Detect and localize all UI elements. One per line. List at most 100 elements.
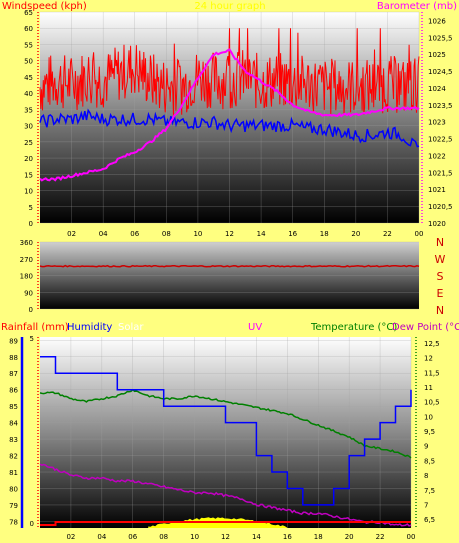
top-x-tick-label: 16 (288, 230, 297, 238)
top-left-tick-label: 30 (24, 123, 33, 131)
bottom-x-tick-label: 22 (376, 533, 385, 541)
temperature-tick-label: 11,5 (424, 369, 440, 377)
top-x-tick-label: 20 (351, 230, 360, 238)
rainfall-series-line (40, 521, 411, 526)
temperature-series-line (39, 388, 412, 459)
top-right-tick-label: 1020,5 (428, 203, 453, 211)
humidity-tick-label: 78 (9, 518, 18, 526)
compass-label: S (437, 270, 444, 283)
top-left-tick-label: 5 (29, 204, 33, 212)
top-x-tick-label: 02 (67, 230, 76, 238)
top-left-tick-label: 0 (29, 220, 33, 228)
humidity-tick-label: 88 (9, 354, 18, 362)
legend-dewpoint: Dew Point (°C) (392, 322, 459, 333)
temperature-tick-label: 8,5 (424, 457, 435, 465)
top-right-tick-label: 1022 (428, 152, 446, 160)
top-left-tick-label: 15 (24, 171, 33, 179)
humidity-tick-label: 80 (9, 485, 18, 493)
mid-series (39, 264, 420, 268)
legend-humidity: Humidity (67, 322, 112, 333)
top-x-tick-label: 00 (415, 230, 424, 238)
top-axes: 0510152025303540455055606510201020,51021… (24, 9, 452, 238)
wind-direction-series-line (39, 264, 420, 268)
top-left-tick-label: 60 (24, 25, 33, 33)
mid-left-tick-label: 0 (29, 306, 33, 314)
top-right-tick-label: 1024,5 (428, 68, 453, 76)
top-right-tick-label: 1024 (428, 85, 446, 93)
top-right-tick-label: 1023 (428, 119, 446, 127)
top-x-tick-label: 14 (257, 230, 266, 238)
humidity-tick-label: 87 (9, 370, 18, 378)
bottom-x-tick-label: 06 (128, 533, 137, 541)
top-left-tick-label: 50 (24, 58, 33, 66)
top-title-center: 24 hour graph (194, 1, 265, 12)
legend-temperature: Temperature (°C) (310, 322, 397, 333)
mid-left-tick-label: 270 (20, 256, 33, 264)
top-right-tick-label: 1021,5 (428, 169, 453, 177)
top-right-tick-label: 1025 (428, 51, 446, 59)
wind-average-series-line (39, 108, 420, 148)
temperature-tick-label: 8 (424, 472, 428, 480)
humidity-series-line (40, 356, 412, 506)
temperature-tick-label: 12,5 (424, 340, 440, 348)
bottom-x-tick-label: 02 (66, 533, 75, 541)
temperature-tick-label: 9 (424, 443, 428, 451)
humidity-tick-label: 85 (9, 403, 18, 411)
top-x-tick-label: 06 (130, 230, 139, 238)
compass-label: W (435, 253, 446, 266)
top-x-tick-label: 12 (225, 230, 234, 238)
top-series (39, 28, 420, 182)
top-x-tick-label: 08 (162, 230, 171, 238)
rain-tick-label: 5 (30, 335, 34, 343)
temperature-tick-label: 12 (424, 355, 433, 363)
mid-left-tick-label: 360 (20, 239, 33, 247)
temperature-tick-label: 11 (424, 384, 433, 392)
top-right-tick-label: 1022,5 (428, 136, 453, 144)
top-title-right: Barometer (mb) (377, 1, 457, 12)
bottom-grid (40, 337, 412, 528)
top-right-tick-label: 1021 (428, 186, 446, 194)
top-right-tick-label: 1020 (428, 220, 446, 228)
humidity-tick-label: 86 (9, 387, 18, 395)
temperature-tick-label: 7,5 (424, 487, 435, 495)
temperature-tick-label: 10 (424, 413, 433, 421)
mid-left-tick-label: 180 (20, 273, 33, 281)
top-left-tick-label: 25 (24, 139, 33, 147)
bottom-x-tick-label: 00 (407, 533, 416, 541)
mid-grid (40, 241, 419, 310)
humidity-tick-label: 82 (9, 453, 18, 461)
temperature-tick-label: 7 (424, 501, 428, 509)
legend-rainfall: Rainfall (mm) (1, 322, 69, 333)
temperature-tick-label: 9,5 (424, 428, 435, 436)
humidity-tick-label: 84 (9, 420, 18, 428)
mid-axes: 0 90 180 270 360 (20, 239, 39, 314)
top-right-tick-label: 1025,5 (428, 34, 453, 42)
mid-left-tick-label: 90 (24, 289, 33, 297)
bottom-x-tick-label: 04 (97, 533, 106, 541)
top-left-tick-label: 45 (24, 74, 33, 82)
legend-solar: Solar (118, 322, 144, 333)
top-left-tick-label: 35 (24, 106, 33, 114)
top-left-tick-label: 20 (24, 155, 33, 163)
top-left-tick-label: 40 (24, 90, 33, 98)
bottom-x-tick-label: 12 (221, 533, 230, 541)
top-left-tick-label: 55 (24, 41, 33, 49)
humidity-tick-label: 89 (9, 337, 18, 345)
top-x-tick-label: 10 (193, 230, 202, 238)
bottom-x-tick-label: 14 (252, 533, 261, 541)
bottom-series (39, 356, 412, 528)
temperature-tick-label: 10,5 (424, 399, 440, 407)
barometer-series-line (39, 48, 420, 182)
top-x-tick-label: 04 (99, 230, 108, 238)
top-right-tick-label: 1026 (428, 17, 446, 25)
top-left-tick-label: 10 (24, 188, 33, 196)
humidity-tick-label: 79 (9, 502, 18, 510)
legend-uv: UV (248, 322, 262, 333)
bottom-x-tick-label: 08 (159, 533, 168, 541)
rain-tick-label: 0 (30, 520, 34, 528)
top-right-tick-label: 1023,5 (428, 102, 453, 110)
compass-label: N (436, 304, 444, 317)
